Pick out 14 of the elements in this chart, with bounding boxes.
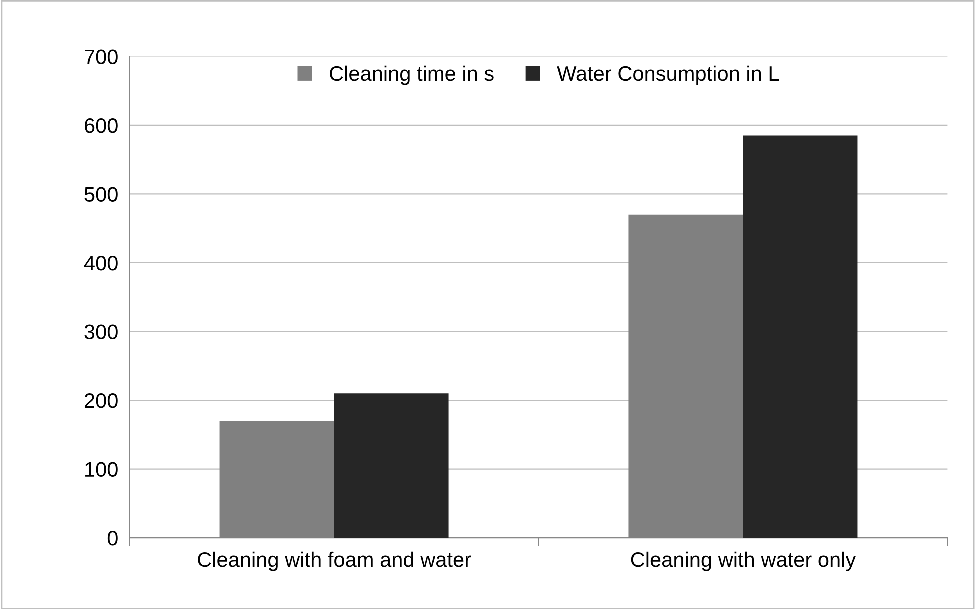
y-tick-label: 200: [84, 394, 118, 408]
y-tick-label: 400: [84, 256, 118, 271]
y-tick-label: 700: [85, 50, 118, 64]
y-tick-label: 500: [84, 187, 118, 202]
x-tick-label: Cleaning with water only: [631, 552, 856, 572]
y-tick-label: 600: [85, 118, 118, 134]
legend-label: Water Consumption in L: [557, 66, 780, 86]
x-tick-label: Cleaning with foam and water: [198, 552, 472, 572]
y-tick-label: 300: [84, 324, 118, 340]
legend-label: Cleaning time in s: [330, 66, 494, 86]
bar: [743, 136, 858, 538]
bar: [334, 394, 449, 538]
y-tick-label: 100: [86, 462, 118, 478]
y-tick-label: 0: [108, 531, 118, 546]
